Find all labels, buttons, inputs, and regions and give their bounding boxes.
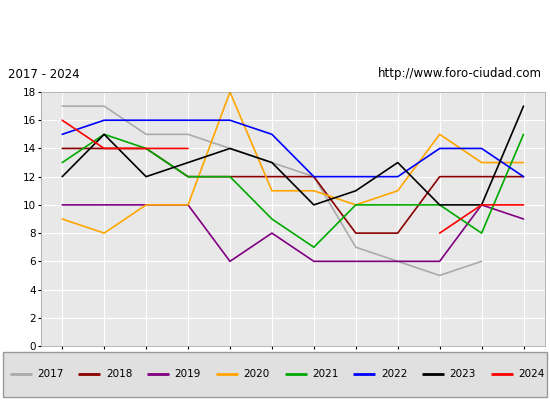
Text: Evolucion del paro registrado en San Martín del Castañar: Evolucion del paro registrado en San Mar… [56,21,494,37]
Text: 2022: 2022 [381,369,407,379]
Text: 2018: 2018 [106,369,132,379]
Text: 2021: 2021 [312,369,338,379]
Text: 2020: 2020 [243,369,270,379]
Text: 2023: 2023 [450,369,476,379]
Text: 2017: 2017 [37,369,63,379]
Text: 2017 - 2024: 2017 - 2024 [8,68,80,80]
Text: 2019: 2019 [175,369,201,379]
Text: http://www.foro-ciudad.com: http://www.foro-ciudad.com [378,68,542,80]
Text: 2024: 2024 [518,369,544,379]
